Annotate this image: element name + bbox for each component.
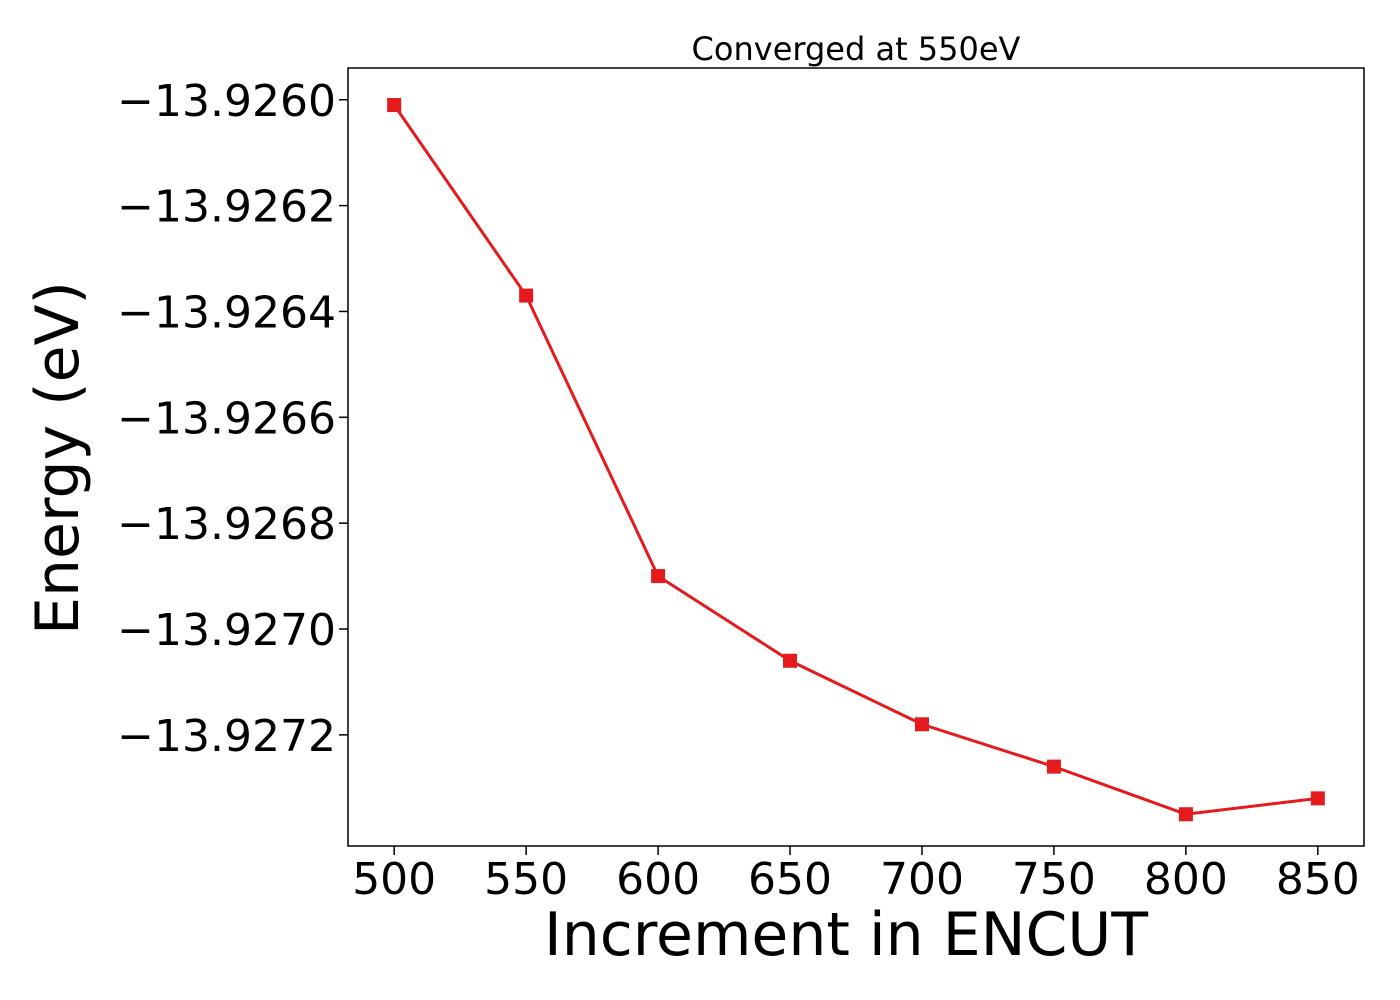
- series-markers: [387, 98, 1325, 822]
- x-tick-label: 700: [880, 854, 964, 905]
- y-tick-label: −13.9268: [117, 499, 336, 550]
- data-point-marker: [914, 717, 929, 732]
- y-tick-label: −13.9266: [117, 393, 336, 444]
- y-axis-label: Energy (eV): [23, 281, 93, 635]
- x-tick-label: 550: [484, 854, 568, 905]
- data-point-marker: [519, 288, 534, 303]
- data-point-marker: [651, 569, 666, 584]
- x-axis-label: Increment in ENCUT: [544, 900, 1148, 970]
- x-tick-label: 600: [616, 854, 700, 905]
- data-point-marker: [1310, 791, 1325, 806]
- x-tick-label: 650: [748, 854, 832, 905]
- y-tick-label: −13.9260: [117, 76, 336, 127]
- x-tick-label: 850: [1276, 854, 1360, 905]
- chart-title: Converged at 550eV: [692, 30, 1021, 68]
- x-tick-label: 500: [352, 854, 436, 905]
- x-tick-label: 750: [1012, 854, 1096, 905]
- y-axis-ticks: −13.9260 −13.9262 −13.9264 −13.9266 −13.9268…: [117, 76, 348, 762]
- data-point-marker: [1178, 807, 1193, 822]
- y-tick-label: −13.9264: [117, 287, 336, 338]
- x-axis-ticks: 500 550 600 650 700 750 800 850: [352, 846, 1360, 905]
- plot-area-frame: [347, 67, 1365, 847]
- data-point-marker: [783, 653, 798, 668]
- y-tick-label: −13.9272: [117, 711, 336, 762]
- series-line: [392, 104, 1318, 816]
- data-point-marker: [1046, 759, 1061, 774]
- data-point-marker: [387, 98, 402, 113]
- x-tick-label: 800: [1144, 854, 1228, 905]
- y-tick-label: −13.9262: [117, 182, 336, 233]
- y-tick-label: −13.9270: [117, 605, 336, 656]
